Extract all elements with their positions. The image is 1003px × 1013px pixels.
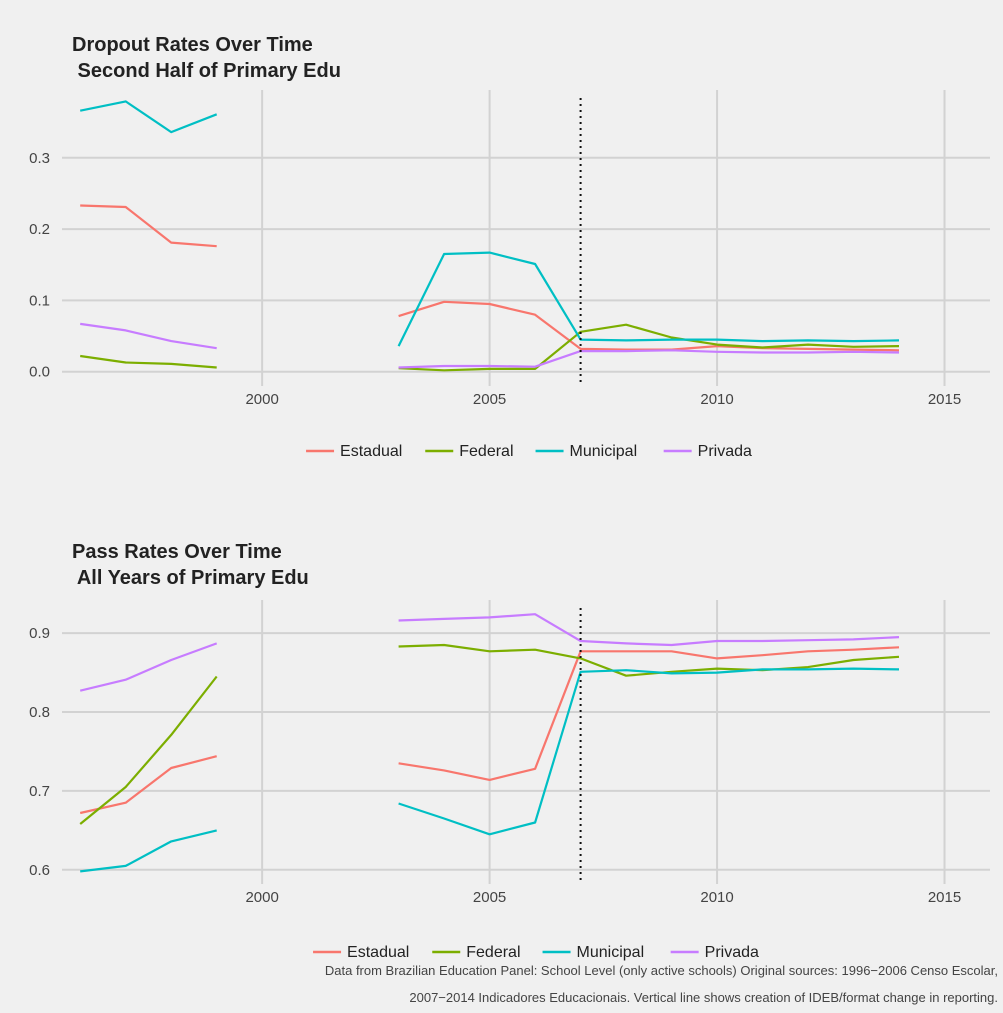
- series-line-federal: [80, 354, 217, 369]
- y-tick-label: 0.9: [29, 625, 50, 642]
- pass-chart: Pass Rates Over Time All Years of Primar…: [29, 541, 990, 961]
- series-line-municipal: [398, 667, 900, 836]
- x-tick-label: 2010: [700, 889, 733, 906]
- dropout-chart-series: [79, 100, 900, 372]
- pass-chart-gridlines: [62, 600, 990, 884]
- series-line-federal: [398, 323, 900, 372]
- series-line-privada: [398, 613, 900, 647]
- series-line-privada: [79, 642, 218, 692]
- legend-label-privada: Privada: [705, 944, 759, 961]
- series-line-municipal: [79, 100, 218, 134]
- y-tick-label: 0.6: [29, 862, 50, 879]
- x-tick-label: 2010: [700, 391, 733, 408]
- dropout-chart-title-line2: Second Half of Primary Edu: [72, 60, 341, 82]
- legend-label-federal: Federal: [466, 944, 520, 961]
- pass-chart-title-line1: Pass Rates Over Time: [72, 541, 282, 563]
- legend-label-municipal: Municipal: [577, 944, 645, 961]
- y-tick-label: 0.1: [29, 292, 50, 309]
- legend-label-estadual: Estadual: [340, 443, 402, 460]
- series-line-municipal: [80, 829, 217, 873]
- series-line-federal: [79, 675, 218, 825]
- legend-label-estadual: Estadual: [347, 944, 409, 961]
- y-tick-label: 0.8: [29, 704, 50, 721]
- legend-label-federal: Federal: [459, 443, 513, 460]
- x-tick-label: 2000: [245, 889, 278, 906]
- pass-chart-series: [79, 613, 900, 873]
- caption-line1: Data from Brazilian Education Panel: Sch…: [325, 963, 998, 978]
- legend-label-municipal: Municipal: [570, 443, 638, 460]
- x-tick-label: 2015: [928, 889, 961, 906]
- dropout-chart-x-axis: 2000 2005 2010 2015: [245, 391, 961, 408]
- series-line-municipal: [397, 251, 900, 347]
- series-line-estadual: [79, 755, 217, 815]
- pass-chart-legend: Estadual Federal Municipal Privada: [313, 944, 759, 961]
- y-tick-label: 0.0: [29, 364, 50, 381]
- legend-label-privada: Privada: [698, 443, 752, 460]
- dropout-chart-legend: Estadual Federal Municipal Privada: [306, 443, 752, 460]
- y-tick-label: 0.7: [29, 783, 50, 800]
- pass-chart-x-axis: 2000 2005 2010 2015: [245, 889, 961, 906]
- dropout-chart-gridlines: [62, 90, 990, 386]
- dropout-chart: Dropout Rates Over Time Second Half of P…: [29, 34, 990, 460]
- y-tick-label: 0.3: [29, 150, 50, 167]
- caption-line2: 2007−2014 Indicadores Educacionais. Vert…: [409, 990, 998, 1005]
- series-line-estadual: [398, 646, 900, 782]
- y-tick-label: 0.2: [29, 221, 50, 238]
- x-tick-label: 2005: [473, 889, 506, 906]
- dropout-chart-y-axis: 0.0 0.1 0.2 0.3: [29, 150, 50, 381]
- pass-chart-y-axis: 0.6 0.7 0.8 0.9: [29, 625, 50, 879]
- series-line-federal: [398, 643, 900, 677]
- pass-chart-title-line2: All Years of Primary Edu: [72, 567, 309, 589]
- x-tick-label: 2000: [245, 391, 278, 408]
- series-line-privada: [398, 349, 900, 369]
- dropout-chart-title-line1: Dropout Rates Over Time: [72, 34, 313, 56]
- series-line-privada: [80, 322, 217, 350]
- x-tick-label: 2005: [473, 391, 506, 408]
- series-line-estadual: [80, 204, 217, 248]
- x-tick-label: 2015: [928, 391, 961, 408]
